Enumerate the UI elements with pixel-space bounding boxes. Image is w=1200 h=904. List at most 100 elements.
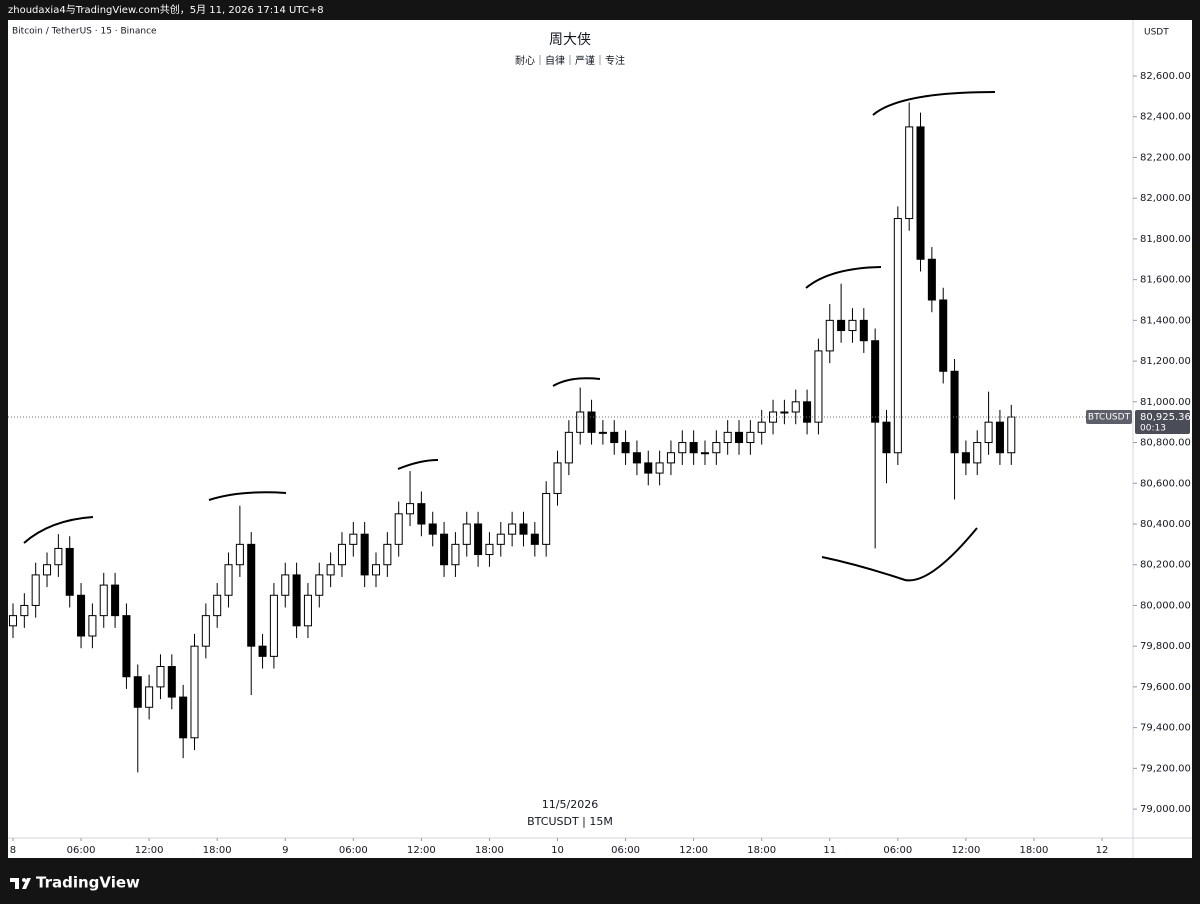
y-tick-label: 82,000.00 <box>1140 193 1191 204</box>
x-tick-label: 12 <box>1096 845 1109 856</box>
annotation-curve <box>397 459 439 470</box>
footer-brand: TradingView <box>36 874 140 892</box>
annotation-curve <box>805 266 882 289</box>
candle-body <box>814 350 823 423</box>
chart-subtitle: 耐心｜自律｜严谨｜专注 <box>515 54 625 67</box>
candle-body <box>780 411 789 414</box>
candle-body <box>882 421 891 454</box>
candle-body <box>893 218 902 454</box>
candle-body <box>689 442 698 454</box>
candle-body <box>542 492 551 545</box>
candle-body <box>462 523 471 545</box>
y-tick-label: 81,000.00 <box>1140 397 1191 408</box>
y-tick-label: 82,600.00 <box>1140 71 1191 82</box>
y-tick-label: 81,800.00 <box>1140 234 1191 245</box>
candle-body <box>394 513 403 545</box>
candle-body <box>235 543 244 566</box>
candle-body <box>984 421 993 444</box>
candle-body <box>621 442 630 454</box>
y-tick-label: 79,200.00 <box>1140 763 1191 774</box>
x-tick-label: 18:00 <box>203 845 232 856</box>
candle-body <box>905 126 914 220</box>
candle-body <box>88 615 97 637</box>
annotation-curve <box>821 527 978 582</box>
candle-body <box>99 584 108 617</box>
candle-body <box>644 462 653 474</box>
candle-body <box>530 533 539 545</box>
y-tick-label: 80,200.00 <box>1140 560 1191 571</box>
candle-body <box>961 452 970 464</box>
x-tick-label: 12:00 <box>135 845 164 856</box>
candle-body <box>723 431 732 444</box>
candle-body <box>576 411 585 433</box>
y-tick-label: 81,200.00 <box>1140 356 1191 367</box>
candle-body <box>65 547 74 596</box>
candle-body <box>428 523 437 535</box>
candle-body <box>54 547 63 566</box>
candle-body <box>973 442 982 464</box>
x-tick-label: 18:00 <box>747 845 776 856</box>
annotation-curve <box>872 91 996 116</box>
candle-body <box>1007 416 1016 454</box>
y-tick-label: 81,400.00 <box>1140 315 1191 326</box>
x-tick-label: 12:00 <box>951 845 980 856</box>
candle-body <box>122 615 131 678</box>
candle-body <box>349 533 358 545</box>
candle-body <box>167 666 176 698</box>
candle-body <box>258 645 267 657</box>
candle-body <box>632 452 641 464</box>
candle-body <box>326 564 335 576</box>
candle-body <box>678 442 687 454</box>
candle-body <box>655 462 664 474</box>
logo: TradingView <box>10 874 140 892</box>
candle-body <box>133 676 142 708</box>
header: zhoudaxia4与TradingView.com共创，5月 11, 2026… <box>8 3 324 16</box>
price-label: 80,925.36 <box>1140 412 1191 423</box>
x-tick-label: 06:00 <box>883 845 912 856</box>
candle-body <box>791 401 800 413</box>
annotation-curve <box>208 491 287 501</box>
candle-body <box>213 594 222 617</box>
y-tick-label: 82,200.00 <box>1140 152 1191 163</box>
y-tick-label: 81,600.00 <box>1140 275 1191 286</box>
y-tick-label: 79,000.00 <box>1140 804 1191 815</box>
symbol: Bitcoin / TetherUS · 15 · Binance <box>12 27 157 37</box>
candle-body <box>201 615 210 647</box>
y-tick-label: 80,600.00 <box>1140 478 1191 489</box>
candle-body <box>927 258 936 301</box>
candle-body <box>371 564 381 576</box>
candle-body <box>553 462 562 494</box>
candle-body <box>666 452 675 464</box>
candle-body <box>281 574 290 596</box>
x-tick-label: 10 <box>551 845 564 856</box>
candle-body <box>519 523 528 535</box>
y-tick-label: 80,000.00 <box>1140 600 1191 611</box>
candle-body <box>179 696 188 739</box>
chart-title: 周大侠 <box>549 32 591 48</box>
candle-body <box>939 299 948 372</box>
candle-body <box>598 431 607 434</box>
y-tick-label: 80,400.00 <box>1140 519 1191 530</box>
y-tick-label: 80,800.00 <box>1140 438 1191 449</box>
candle-body <box>950 370 959 454</box>
price-label-box <box>1135 410 1190 435</box>
candle-body <box>451 543 460 566</box>
candle-body <box>700 452 710 455</box>
candle-body <box>406 503 415 515</box>
candle-body <box>508 523 517 535</box>
candle-body <box>496 533 505 545</box>
candle-body <box>224 564 233 596</box>
candle-body <box>156 666 165 688</box>
y-tick-label: 79,800.00 <box>1140 641 1191 652</box>
candle-body <box>564 431 573 464</box>
chart-panel <box>8 20 1192 858</box>
candles <box>8 102 1016 773</box>
x-tick-label: 06:00 <box>339 845 368 856</box>
candle-body <box>712 442 721 454</box>
candle-body <box>8 615 18 627</box>
candle-body <box>20 604 29 617</box>
candle-body <box>337 543 346 566</box>
watermark-date: 11/5/2026 <box>542 798 598 811</box>
candle-body <box>247 543 256 647</box>
